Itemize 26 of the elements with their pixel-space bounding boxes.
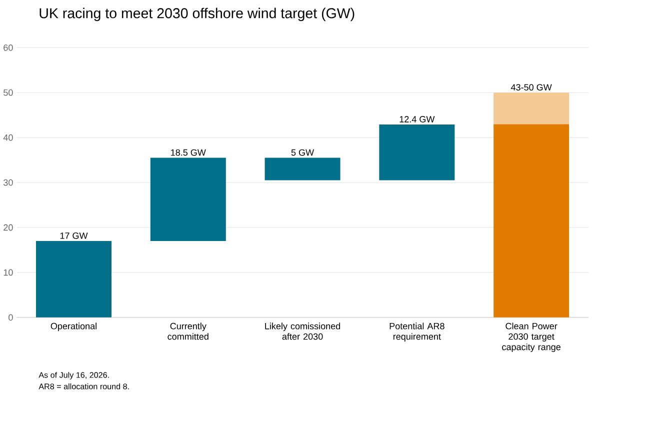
x-tick-label: Clean Power 2030 target capacity range <box>502 322 560 352</box>
bar <box>379 124 455 180</box>
data-label: 12.4 GW <box>400 116 435 123</box>
x-tick-label: Currently committed <box>168 322 208 340</box>
y-tick-label: 60 <box>4 44 13 52</box>
bar <box>150 158 226 242</box>
x-tick-label: Likely comissioned after 2030 <box>265 322 340 340</box>
y-tick-label: 50 <box>4 90 13 96</box>
y-tick-label: 30 <box>4 180 13 186</box>
data-label: 43-50 GW <box>510 84 552 91</box>
bar <box>264 158 340 180</box>
data-label: 17 GW <box>60 232 88 240</box>
x-tick-label: Potential AR8 requirement <box>390 322 444 342</box>
bar <box>494 124 570 318</box>
y-tick-label: 20 <box>4 224 13 231</box>
text: AR8 = allocation round 8. <box>38 384 129 390</box>
x-tick-label: Operational <box>50 322 96 332</box>
y-tick-label: 40 <box>3 134 13 141</box>
chart-title: UK racing to meet 2030 offshore wind target (GW) <box>40 8 354 22</box>
y-tick-label: 0 <box>8 314 13 321</box>
y-tick-label: 10 <box>4 269 13 276</box>
bar <box>36 241 112 318</box>
text: As of July 16, 2026. <box>38 372 109 380</box>
bar <box>494 92 570 124</box>
data-label: 5 GW <box>291 150 314 156</box>
data-label: 18.5 GW <box>171 150 206 156</box>
